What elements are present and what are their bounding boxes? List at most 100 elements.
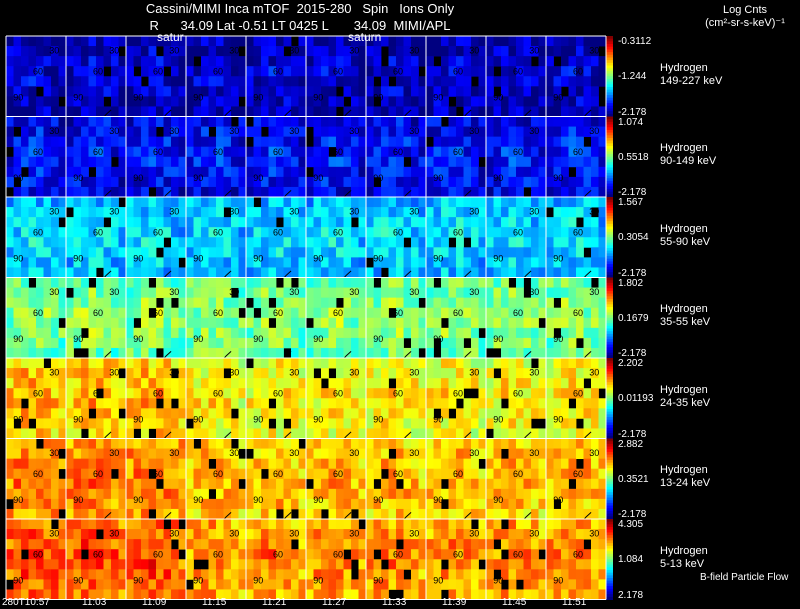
heatmap-cell	[163, 317, 172, 329]
heatmap-cell	[253, 36, 262, 47]
colorbar-step	[606, 398, 613, 402]
heatmap-cell	[231, 358, 239, 369]
heatmap-cell	[148, 317, 157, 329]
heatmap-cell	[328, 66, 337, 77]
heatmap-cell	[43, 307, 52, 319]
heatmap-cell	[268, 257, 277, 268]
heatmap-cell	[531, 297, 539, 309]
heatmap-cell	[238, 166, 247, 178]
heatmap-cell	[478, 46, 487, 57]
heatmap-cell	[231, 166, 239, 178]
heatmap-cell	[231, 569, 239, 580]
heatmap-cell	[531, 438, 539, 449]
heatmap-cell	[178, 186, 187, 198]
colorbar	[606, 197, 613, 278]
heatmap-cell	[441, 337, 449, 349]
heatmap-cell	[366, 136, 374, 148]
heatmap-cell	[433, 197, 442, 208]
heatmap-cell	[531, 126, 539, 138]
heatmap-cell	[111, 347, 119, 359]
heatmap-cell	[283, 237, 292, 248]
heatmap-cell	[231, 136, 239, 148]
heatmap-cell	[508, 156, 517, 168]
heatmap-cell	[336, 559, 344, 570]
heatmap-cell	[336, 136, 344, 148]
heatmap-cell	[328, 559, 337, 570]
heatmap-cell	[516, 539, 524, 550]
colorbar-step	[606, 156, 613, 160]
heatmap-cell	[321, 86, 329, 97]
heatmap-cell	[373, 398, 382, 409]
heatmap-cell	[73, 498, 82, 510]
contour-label: 60	[33, 550, 43, 560]
heatmap-cell	[448, 478, 457, 490]
colorbar-step	[606, 202, 613, 206]
heatmap-cell	[133, 549, 142, 560]
heatmap-cell	[336, 408, 344, 419]
heatmap-cell	[238, 186, 247, 198]
heatmap-cell	[163, 327, 172, 339]
heatmap-cell	[126, 468, 134, 480]
heatmap-cell	[13, 428, 22, 439]
heatmap-cell	[66, 297, 74, 309]
contour-label: 90	[553, 173, 563, 183]
heatmap-cell	[253, 368, 262, 379]
heatmap-cell	[216, 96, 224, 107]
heatmap-cell	[426, 207, 434, 218]
heatmap-cell	[306, 207, 314, 218]
heatmap-cell	[283, 86, 292, 97]
heatmap-cell	[381, 257, 389, 268]
heatmap-cell	[6, 136, 14, 148]
heatmap-cell	[328, 287, 337, 299]
heatmap-cell	[471, 126, 479, 138]
heatmap-cell	[471, 368, 479, 379]
heatmap-cell	[546, 176, 554, 188]
heatmap-cell	[456, 368, 464, 379]
heatmap-cell	[223, 106, 232, 117]
heatmap-cell	[111, 66, 119, 77]
heatmap-cell	[268, 166, 277, 178]
heatmap-cell	[568, 468, 577, 480]
heatmap-cell	[313, 337, 322, 349]
heatmap-cell	[321, 579, 329, 590]
heatmap-cell	[456, 337, 464, 349]
heatmap-cell	[171, 197, 179, 208]
heatmap-cell	[276, 46, 284, 57]
heatmap-cell	[43, 166, 52, 178]
heatmap-cell	[456, 418, 464, 429]
heatmap-cell	[223, 579, 232, 590]
heatmap-cell	[66, 488, 74, 500]
heatmap-cell	[523, 247, 532, 258]
heatmap-cell	[43, 508, 52, 520]
heatmap-cell	[328, 458, 337, 470]
heatmap-cell	[478, 166, 487, 178]
heatmap-cell	[118, 488, 127, 500]
heatmap-cell	[531, 86, 539, 97]
heatmap-cell	[36, 277, 44, 288]
heatmap-cell	[306, 428, 314, 439]
heatmap-cell	[66, 468, 74, 480]
heatmap-cell	[111, 418, 119, 429]
heatmap-cell	[283, 297, 292, 309]
heatmap-cell	[261, 448, 269, 460]
heatmap-cell	[388, 56, 397, 67]
heatmap-cell	[13, 136, 22, 148]
heatmap-cell	[13, 267, 22, 278]
heatmap-cell	[448, 448, 457, 460]
heatmap-cell	[43, 237, 52, 248]
heatmap-cell	[523, 106, 532, 117]
heatmap-cell	[381, 398, 389, 409]
heatmap-cell	[36, 267, 44, 278]
heatmap-cell	[193, 368, 202, 379]
heatmap-cell	[493, 116, 502, 127]
heatmap-cell	[216, 176, 224, 188]
heatmap-cell	[21, 46, 29, 57]
heatmap-cell	[28, 408, 37, 419]
heatmap-cell	[156, 508, 164, 520]
heatmap-cell	[111, 458, 119, 470]
heatmap-cell	[373, 438, 382, 449]
heatmap-cell	[493, 106, 502, 117]
heatmap-cell	[261, 579, 269, 590]
heatmap-cell	[553, 519, 562, 530]
